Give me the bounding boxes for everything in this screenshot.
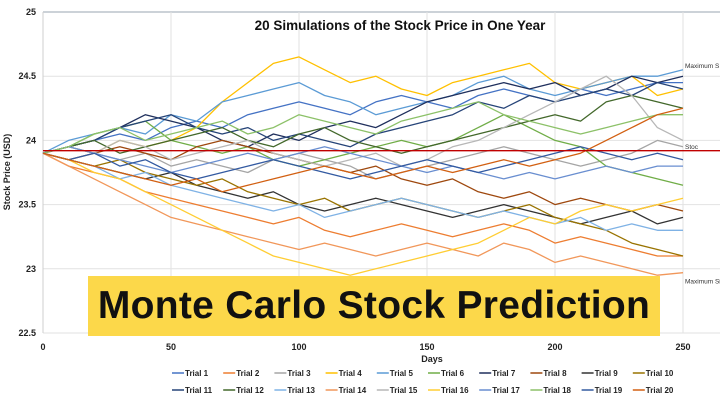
chart-title: 20 Simulations of the Stock Price in One… [255, 18, 547, 33]
y-tick-label: 24 [26, 135, 36, 145]
legend-item-trial-1: Trial 1 [172, 369, 209, 378]
x-tick-label: 0 [40, 342, 45, 352]
legend-label: Trial 7 [492, 369, 516, 378]
legend-item-trial-19: Trial 19 [581, 386, 623, 395]
annotation-label: Maximum Sim [685, 279, 720, 286]
y-tick-label: 22.5 [18, 328, 36, 338]
annotation-label: Maximum S [685, 63, 720, 70]
y-axis-label: Stock Price (USD) [2, 134, 12, 211]
legend-item-trial-17: Trial 17 [479, 386, 520, 395]
legend-item-trial-2: Trial 2 [223, 369, 260, 378]
legend-item-trial-4: Trial 4 [325, 369, 363, 378]
legend-item-trial-13: Trial 13 [274, 386, 316, 395]
legend-label: Trial 10 [646, 369, 674, 378]
banner-text: Monte Carlo Stock Prediction [97, 284, 651, 327]
series-line-trial-3 [42, 139, 684, 180]
x-tick-label: 250 [675, 342, 690, 352]
series-line-trial-14 [42, 152, 684, 276]
x-tick-labels: 0 50 100 150 200 250 [40, 342, 690, 352]
legend-label: Trial 12 [236, 386, 264, 395]
series-line-trial-11 [42, 81, 684, 154]
series-line-trial-13 [42, 152, 683, 231]
series-line-trial-20 [42, 107, 684, 193]
legend-item-trial-10: Trial 10 [632, 369, 674, 378]
legend-label: Trial 9 [595, 369, 619, 378]
series-lines [42, 56, 684, 276]
legend-label: Trial 4 [339, 369, 363, 378]
legend-label: Trial 16 [441, 386, 469, 395]
series-line-trial-15 [42, 75, 684, 167]
legend-label: Trial 5 [390, 369, 414, 378]
gridlines [42, 11, 720, 334]
legend-label: Trial 1 [185, 369, 209, 378]
legend-label: Trial 18 [543, 386, 571, 395]
series-line-trial-12 [42, 94, 684, 154]
legend-label: Trial 15 [390, 386, 418, 395]
series-line-trial-17 [42, 146, 683, 180]
legend-item-trial-15: Trial 15 [376, 386, 418, 395]
legend-item-trial-6: Trial 6 [428, 369, 465, 378]
series-line-trial-2 [42, 152, 683, 257]
x-tick-label: 50 [166, 342, 176, 352]
series-line-trial-7 [42, 75, 684, 154]
legend-item-trial-16: Trial 16 [428, 386, 469, 395]
series-line-trial-18 [42, 101, 683, 154]
legend-label: Trial 17 [492, 386, 520, 395]
legend-item-trial-5: Trial 5 [376, 369, 414, 378]
legend-label: Trial 13 [287, 386, 315, 395]
y-tick-labels: 22.5 23 23.5 24 24.5 25 [18, 7, 36, 338]
x-tick-label: 100 [291, 342, 306, 352]
legend-label: Trial 8 [543, 369, 567, 378]
title-banner: Monte Carlo Stock Prediction [88, 276, 660, 336]
legend-label: Trial 14 [339, 386, 367, 395]
legend-label: Trial 2 [236, 369, 260, 378]
series-line-trial-5 [42, 69, 684, 154]
legend-label: Trial 19 [595, 386, 623, 395]
legend-item-trial-11: Trial 11 [172, 386, 213, 395]
x-tick-label: 150 [419, 342, 434, 352]
legend-label: Trial 3 [287, 369, 311, 378]
legend: Trial 1 Trial 2 Trial 3 Trial 4 Trial 5 Trial… [172, 369, 674, 395]
legend-label: Trial 6 [441, 369, 465, 378]
y-tick-label: 25 [26, 7, 36, 17]
y-tick-label: 24.5 [18, 71, 36, 81]
legend-item-trial-12: Trial 12 [223, 386, 264, 395]
legend-item-trial-9: Trial 9 [581, 369, 619, 378]
legend-item-trial-7: Trial 7 [479, 369, 516, 378]
legend-item-trial-18: Trial 18 [530, 386, 572, 395]
annotation-label: Stoc [685, 144, 699, 151]
y-tick-label: 23.5 [18, 200, 36, 210]
legend-label: Trial 11 [185, 386, 213, 395]
legend-item-trial-3: Trial 3 [274, 369, 311, 378]
legend-item-trial-14: Trial 14 [325, 386, 367, 395]
series-line-trial-16 [42, 152, 684, 276]
legend-label: Trial 20 [646, 386, 674, 395]
legend-item-trial-20: Trial 20 [632, 386, 674, 395]
y-tick-label: 23 [26, 264, 36, 274]
annotations: Maximum S Stoc Maximum Sim [685, 63, 720, 286]
x-tick-label: 200 [547, 342, 562, 352]
legend-item-trial-8: Trial 8 [530, 369, 567, 378]
x-axis-label: Days [421, 354, 443, 364]
series-line-trial-8 [42, 139, 684, 212]
